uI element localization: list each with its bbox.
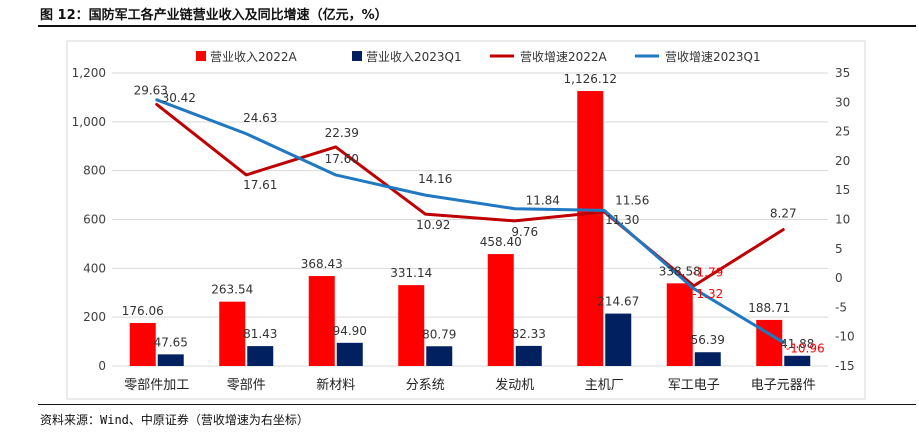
legend-label: 营业收入2023Q1 — [366, 50, 462, 64]
x-tick-label: 零部件 — [227, 378, 266, 393]
y-right-tick-label: -5 — [835, 300, 847, 314]
bar-data-label: 41.88 — [780, 337, 814, 351]
bar-data-label: 1,126.12 — [564, 72, 617, 86]
bar-2022a — [577, 91, 604, 366]
bar-2023q1 — [157, 354, 184, 366]
line-data-label: 22.39 — [325, 126, 359, 140]
y-left-tick-label: 600 — [83, 213, 106, 227]
figure-title: 图 12：国防军工各产业链营业收入及同比增速（亿元，%） — [40, 8, 388, 23]
legend-swatch — [352, 51, 362, 61]
line-data-label: 29.63 — [134, 83, 168, 97]
bar-data-label: 94.90 — [333, 324, 367, 338]
line-data-label: -1.79 — [692, 266, 723, 280]
y-left-tick-label: 1,000 — [72, 115, 106, 129]
bar-data-label: 56.39 — [691, 333, 725, 347]
bar-2023q1 — [426, 346, 453, 366]
y-left-tick-label: 200 — [83, 310, 106, 324]
bar-2023q1 — [515, 345, 542, 366]
line-data-label: 14.16 — [418, 172, 452, 186]
y-left-tick-label: 800 — [83, 164, 106, 178]
x-tick-label: 主机厂 — [585, 378, 624, 393]
legend-swatch — [196, 51, 206, 61]
y-left-tick-label: 0 — [98, 359, 106, 373]
line-data-label: 24.63 — [243, 111, 277, 125]
bar-2023q1 — [336, 342, 363, 366]
bar-data-label: 176.06 — [122, 304, 164, 318]
y-right-tick-label: 10 — [835, 213, 850, 227]
y-left-tick-label: 1,200 — [72, 66, 106, 80]
bar-2023q1 — [694, 352, 721, 366]
line-data-label: 9.76 — [511, 225, 538, 239]
y-right-tick-label: 30 — [835, 95, 850, 109]
x-tick-label: 分系统 — [406, 378, 445, 393]
y-right-tick-label: 5 — [835, 242, 843, 256]
bar-data-label: 263.54 — [211, 283, 253, 297]
bar-2023q1 — [784, 355, 811, 366]
bar-data-label: 331.14 — [390, 266, 432, 280]
bar-data-label: 214.67 — [597, 295, 639, 309]
y-right-tick-label: -10 — [835, 330, 855, 344]
x-tick-label: 发动机 — [495, 377, 534, 393]
bar-2022a — [129, 323, 156, 366]
bar-data-label: 82.33 — [512, 327, 546, 341]
x-tick-label: 军工电子 — [668, 378, 720, 393]
y-right-tick-label: -15 — [835, 359, 855, 373]
bar-2022a — [398, 285, 425, 366]
y-left-tick-label: 400 — [83, 261, 106, 275]
y-right-tick-label: 35 — [835, 66, 850, 80]
bar-2022a — [666, 283, 693, 366]
line-data-label: 11.84 — [526, 194, 560, 208]
bar-2023q1 — [247, 346, 274, 366]
line-data-label: -1.32 — [692, 287, 723, 301]
bar-data-label: 47.65 — [154, 335, 188, 349]
source-note: 资料来源：Wind、中原证券（营收增速为右坐标） — [40, 413, 309, 427]
x-tick-label: 新材料 — [316, 377, 355, 393]
series-line-2022a — [155, 102, 785, 288]
bar-data-label: 188.71 — [748, 301, 790, 315]
bar-2023q1 — [605, 313, 632, 366]
line-data-label: 17.60 — [325, 152, 359, 166]
bar-data-label: 458.40 — [480, 235, 522, 249]
y-right-tick-label: 0 — [835, 271, 843, 285]
bar-data-label: 338.58 — [659, 264, 701, 278]
series-line-2023q1 — [155, 98, 785, 344]
x-tick-label: 零部件加工 — [124, 378, 189, 393]
legend-label: 营收增速2023Q1 — [665, 50, 761, 64]
line-data-label: 11.56 — [615, 193, 649, 207]
line-data-label: -10.96 — [786, 341, 825, 355]
bottom-rule — [38, 404, 916, 405]
y-right-tick-label: 25 — [835, 125, 850, 139]
bar-data-label: 81.43 — [243, 327, 277, 341]
line-data-label: 10.92 — [416, 218, 450, 232]
y-right-tick-label: 15 — [835, 183, 850, 197]
x-tick-label: 电子元器件 — [751, 378, 816, 393]
bar-2022a — [308, 276, 335, 366]
y-right-tick-label: 20 — [835, 154, 850, 168]
bar-data-label: 80.79 — [422, 327, 456, 341]
bar-data-label: 368.43 — [301, 257, 343, 271]
top-rule — [38, 25, 916, 27]
line-data-label: 11.30 — [605, 213, 639, 227]
bar-2022a — [219, 301, 246, 366]
bar-2022a — [487, 254, 514, 366]
line-data-label: 30.42 — [162, 91, 196, 105]
legend-label: 营收增速2022A — [520, 50, 608, 64]
line-data-label: 17.61 — [243, 178, 277, 192]
legend-label: 营业收入2022A — [210, 50, 298, 64]
line-data-label: 8.27 — [770, 207, 797, 221]
